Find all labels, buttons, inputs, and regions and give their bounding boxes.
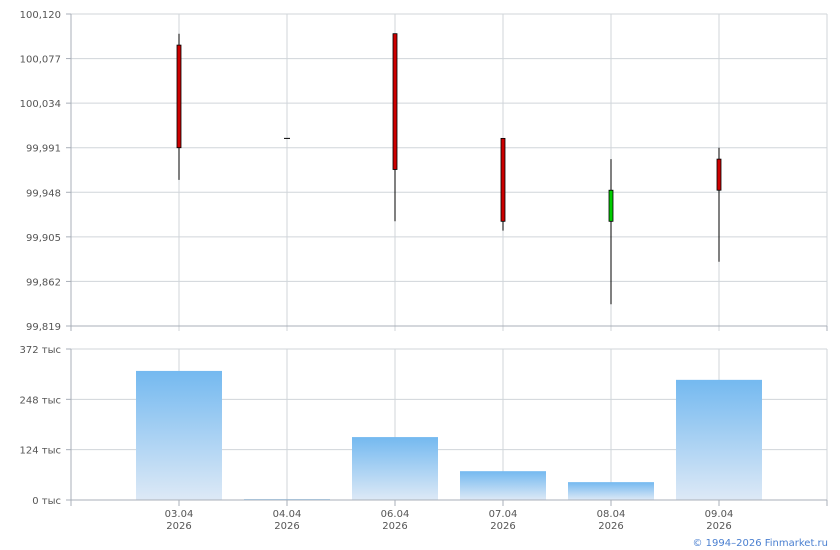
y-tick-label: 99,991 <box>26 144 61 155</box>
volume-bar <box>568 482 654 500</box>
x-tick-label-date: 07.04 <box>489 509 518 520</box>
x-tick-label-year: 2026 <box>598 521 623 532</box>
x-tick-label-date: 03.04 <box>165 509 194 520</box>
y-tick-label: 100,120 <box>20 10 61 21</box>
x-tick-label-date: 09.04 <box>705 509 734 520</box>
x-tick-label-year: 2026 <box>382 521 407 532</box>
y-tick-label: 100,077 <box>20 55 61 66</box>
x-tick-label-year: 2026 <box>706 521 731 532</box>
x-tick-label-date: 06.04 <box>381 509 410 520</box>
copyright-link[interactable]: © 1994–2026 Finmarket.ru <box>692 538 828 549</box>
volume-bar <box>136 370 222 500</box>
candle-body <box>176 44 182 149</box>
x-tick-label-date: 08.04 <box>597 509 626 520</box>
candle-body <box>500 137 506 222</box>
x-tick-label-year: 2026 <box>490 521 515 532</box>
y-tick-label: 99,862 <box>26 277 61 288</box>
y-tick-label: 99,905 <box>26 233 61 244</box>
y-tick-label: 124 тыс <box>20 446 61 457</box>
volume-bar <box>460 471 546 500</box>
candle-body <box>608 189 614 222</box>
y-tick-label: 99,819 <box>26 322 61 333</box>
x-tick-label-year: 2026 <box>274 521 299 532</box>
y-tick-label: 372 тыс <box>20 345 61 356</box>
volume-bar <box>352 437 438 500</box>
candle-body <box>716 158 722 191</box>
x-tick-label-year: 2026 <box>166 521 191 532</box>
y-tick-label: 248 тыс <box>20 395 61 406</box>
y-tick-label: 0 тыс <box>32 496 61 507</box>
volume-bar <box>676 379 762 500</box>
y-tick-label: 100,034 <box>20 99 61 110</box>
price-panel: 100,120 100,077 100,034 99,991 99,948 99,905 9… <box>20 10 828 333</box>
candle-body <box>392 33 398 170</box>
x-tick-label-date: 04.04 <box>273 509 302 520</box>
y-tick-label: 99,948 <box>26 188 61 199</box>
